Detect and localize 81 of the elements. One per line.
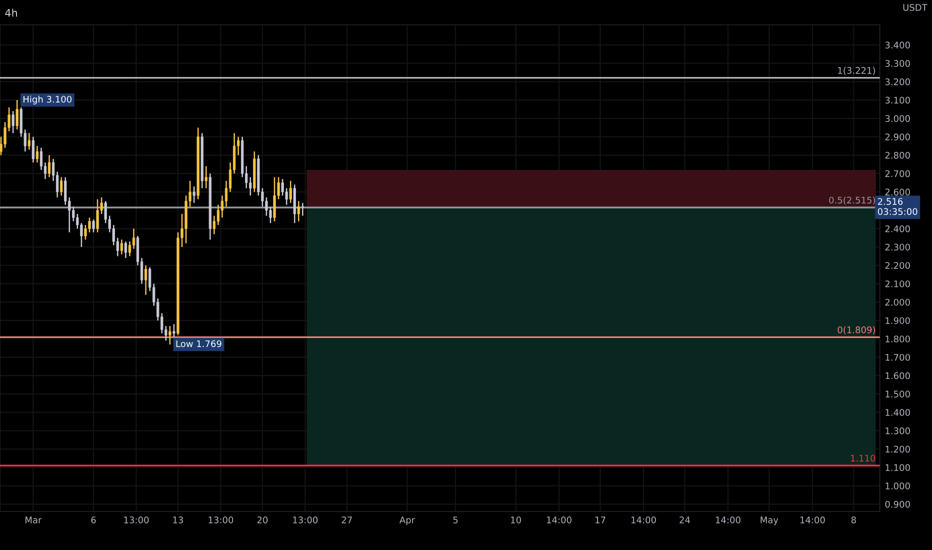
y-tick-label: 1.200 [886, 446, 910, 453]
x-tick-label: 20 [257, 516, 268, 524]
x-tick-label: 5 [453, 516, 458, 524]
y-tick-label: 2.900 [885, 134, 910, 140]
candlestick [48, 154, 51, 178]
candlestick [132, 228, 136, 250]
y-tick-label: 1.600 [886, 372, 910, 380]
ref-line-label: 1(3.221) [838, 66, 876, 75]
candlestick [249, 176, 252, 196]
x-tick-label: 6 [91, 516, 96, 524]
y-tick-label: 2.600 [885, 188, 910, 196]
candlestick [281, 178, 284, 196]
candlestick [172, 324, 176, 338]
x-tick-label: 24 [680, 516, 690, 524]
x-tick-label: 14:00 [800, 516, 825, 524]
y-tick-label: 1.000 [886, 482, 910, 490]
x-tick-label: 13:00 [208, 516, 234, 524]
candlestick [289, 180, 292, 204]
annotation: 2.516 03:35:00 [878, 198, 918, 215]
candlestick [301, 202, 304, 216]
ref-line-label: 1.110 [850, 454, 876, 462]
candlestick [124, 240, 128, 259]
ref-line-label: 0(1.809) [838, 326, 876, 334]
y-tick-label: 3.300 [885, 60, 910, 67]
chart-title: 4h [5, 8, 18, 17]
candlestick [36, 145, 39, 164]
x-tick-label: 8 [851, 516, 856, 524]
y-tick-label: 0.900 [885, 500, 910, 508]
x-tick-label: 10 [511, 516, 521, 524]
candlestick [16, 99, 18, 130]
x-tick-label: 13:00 [293, 516, 318, 524]
x-tick-label: 27 [342, 516, 352, 524]
x-tick-label: 13:00 [124, 516, 149, 524]
x-tick-label: 14:00 [716, 516, 740, 524]
y-tick-label: 2.200 [885, 262, 910, 269]
candlestick [144, 264, 148, 296]
y-tick-label: 2.100 [885, 280, 910, 288]
y-tick-label: 2.300 [885, 244, 910, 251]
y-tick-label: 2.700 [885, 170, 910, 178]
x-tick-label: May [760, 516, 778, 526]
y-tick-label: 3.100 [885, 96, 910, 104]
x-tick-label: Apr [399, 516, 416, 526]
annotation: Low 1.769 [176, 340, 222, 348]
x-tick-label: 14:00 [547, 516, 572, 524]
y-tick-label: 1.700 [886, 354, 910, 361]
y-tick-label: 2.000 [885, 298, 910, 306]
candlestick [96, 198, 99, 233]
x-tick-label: 14:00 [632, 516, 656, 524]
candlestick [28, 132, 30, 150]
ref-line-label: 0.5(2.515) [829, 196, 876, 205]
annotation: High 3.100 [24, 96, 72, 104]
y-tick-label: 3.200 [885, 78, 910, 86]
candlestick [92, 218, 95, 233]
candlestick [273, 176, 276, 222]
candlestick [297, 200, 300, 222]
candlestick [32, 136, 34, 164]
candlestick [40, 147, 43, 170]
candlestick [128, 240, 132, 257]
y-tick-label: 1.900 [886, 317, 910, 324]
candlestick [120, 239, 123, 255]
x-tick-label: 17 [596, 516, 606, 524]
y-tick-label: 1.500 [886, 390, 910, 398]
candlestick [216, 204, 220, 226]
candlestick [204, 166, 208, 189]
candlestick [84, 224, 87, 240]
candlestick [12, 110, 14, 134]
candlestick [192, 186, 196, 204]
x-tick-label: 13 [173, 516, 183, 524]
y-tick-label: 3.400 [885, 42, 910, 49]
y-tick-label: 2.400 [885, 225, 910, 232]
y-tick-label: 2.800 [885, 152, 910, 159]
y-tick-label: 1.400 [886, 409, 910, 416]
y-tick-label: 1.800 [886, 336, 910, 342]
candlestick [60, 176, 63, 196]
x-tick-label: Mar [26, 516, 42, 524]
y-tick-label: 3.000 [885, 115, 910, 122]
y-tick-label: 1.100 [886, 464, 910, 471]
candlestick [88, 216, 91, 233]
y-tick-label: 1.300 [886, 427, 910, 434]
y-axis-title: USDT [903, 4, 928, 11]
candlestick [168, 325, 172, 346]
